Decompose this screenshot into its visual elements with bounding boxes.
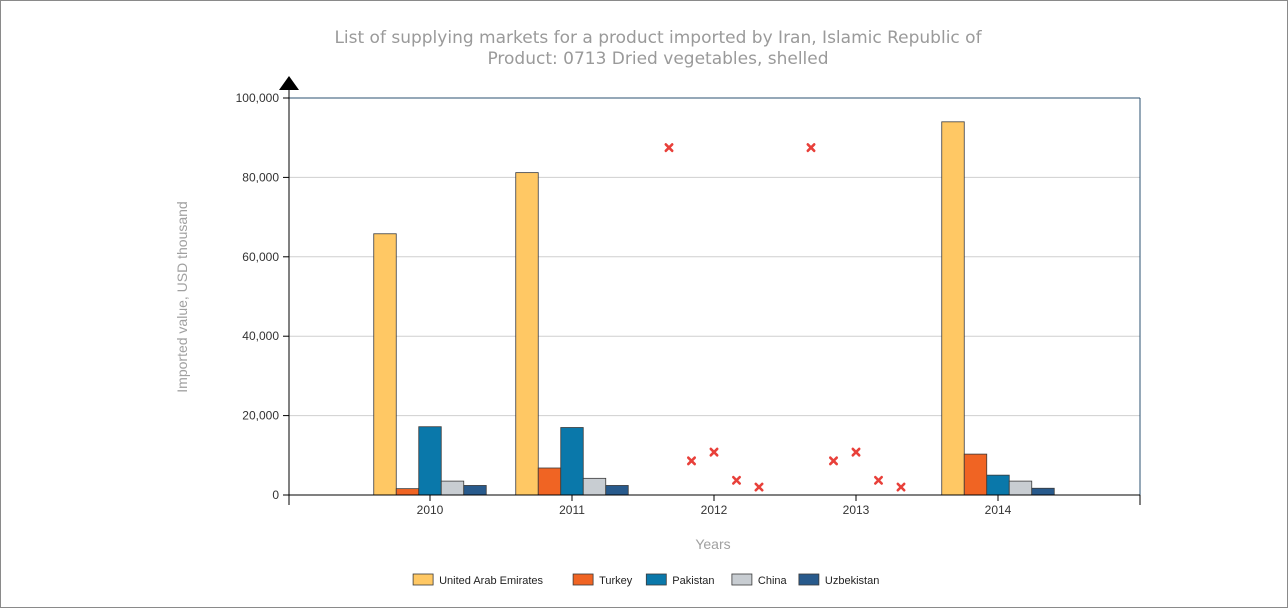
missing-marker [754,482,764,492]
y-axis-arrow-icon [279,76,299,90]
legend-item: United Arab Emirates [412,573,544,587]
x-tick-label: 2011 [559,503,585,517]
legend-label: United Arab Emirates [439,575,543,587]
marker-stroke [828,456,839,466]
missing-marker [873,475,884,485]
legend-swatch [798,573,820,586]
bar [373,233,397,496]
legend-item: China [731,573,788,587]
legend-item: Pakistan [645,573,715,587]
bar [605,485,629,496]
y-tick-label: 80,000 [242,170,279,184]
legend-swatch [645,573,667,586]
legend-label: Uzbekistan [825,575,879,587]
missing-marker [896,482,906,492]
x-tick-label: 2014 [985,503,1012,517]
marker-stroke [754,482,764,492]
x-tick-label: 2012 [701,503,728,517]
missing-marker [664,143,674,153]
y-tick-label: 20,000 [242,409,279,423]
bar [463,485,487,496]
missing-marker [806,143,816,153]
legend-label: China [758,575,788,587]
legend-label: Turkey [599,575,633,587]
y-tick-label: 100,000 [236,91,280,105]
bar [1031,487,1055,496]
marker-stroke [851,447,861,457]
x-tick-label: 2013 [843,503,870,517]
legend-swatch [572,573,594,586]
missing-marker [731,475,742,485]
bar [986,474,1010,496]
missing-marker [828,456,839,466]
bar [440,480,465,496]
marker-stroke [664,143,674,153]
marker-stroke [806,143,816,153]
marker-stroke [731,475,742,485]
bar [418,426,442,496]
chart-subtitle: Product: 0713 Dried vegetables, shelled [487,49,828,69]
y-axis-title: Imported value, USD thousand [174,201,190,392]
legend-swatch [731,573,753,586]
missing-markers [664,143,906,492]
y-tick-label: 60,000 [242,250,279,264]
axes [279,76,1141,505]
bar [963,453,988,496]
legend: United Arab Emirates Turkey Pakistan China U… [412,573,879,587]
y-tick-labels: 0 20,000 40,000 60,000 80,000 100,000 [236,91,280,502]
bar [560,427,584,496]
marker-stroke [873,475,884,485]
y-tick-label: 40,000 [242,329,279,343]
bar [1008,480,1033,496]
y-tick-label: 0 [272,488,279,502]
bar [537,467,562,496]
bar [582,477,607,496]
missing-marker [686,456,697,466]
chart-title: List of supplying markets for a product … [334,28,982,48]
legend-label: Pakistan [672,575,714,587]
x-tick-label: 2010 [417,503,444,517]
bar [941,121,965,496]
legend-item: Turkey [572,573,633,587]
legend-swatch [412,573,434,586]
legend-item: Uzbekistan [798,573,879,587]
bar [395,488,420,496]
marker-stroke [896,482,906,492]
grid-lines [289,97,1140,417]
x-tick-labels: 2010 2011 2012 2013 2014 [417,503,1012,517]
missing-marker [709,447,719,457]
marker-stroke [686,456,697,466]
missing-marker [851,447,861,457]
marker-stroke [709,447,719,457]
bar [515,172,539,496]
x-axis-title: Years [695,536,730,552]
